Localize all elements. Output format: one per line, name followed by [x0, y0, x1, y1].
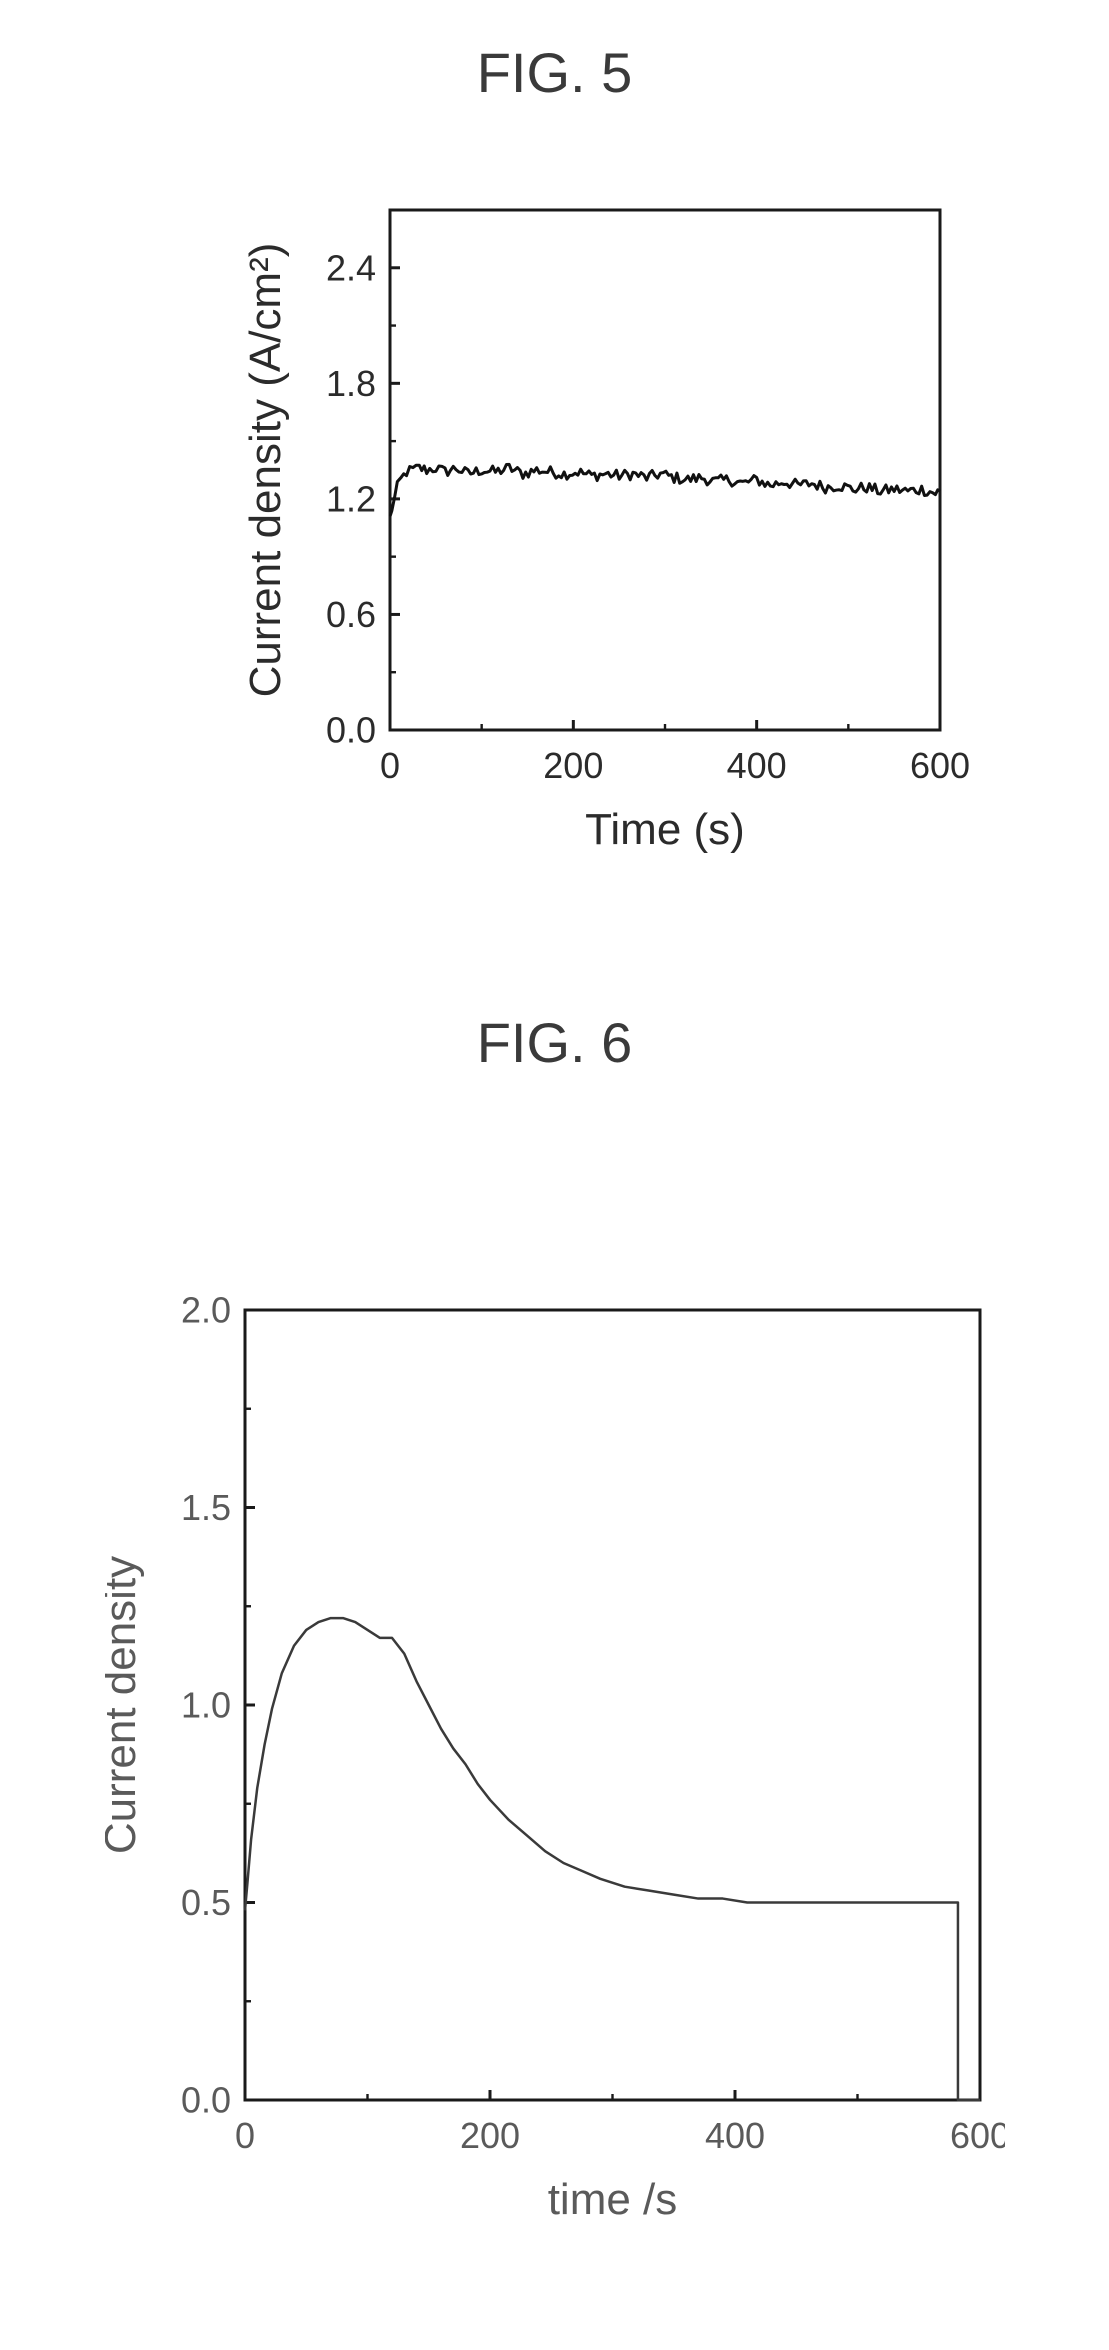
svg-text:600: 600	[910, 745, 970, 786]
svg-text:0: 0	[380, 745, 400, 786]
svg-text:Current density (A/cm²): Current density (A/cm²)	[241, 243, 290, 698]
fig5-chart: 0 200 400 600 0.0 0.6 1.2 1.8 2.4 Time (s) Current…	[210, 180, 970, 860]
fig6-svg: 0 200 400 600 0.0 0.5 1.0 1.5 2.0 time /s Current …	[105, 1280, 1005, 2240]
svg-text:time /s: time /s	[548, 2175, 678, 2224]
fig5-title: FIG. 5	[0, 40, 1109, 105]
svg-text:600: 600	[950, 2115, 1005, 2156]
svg-text:1.5: 1.5	[181, 1487, 231, 1528]
fig6-chart: 0 200 400 600 0.0 0.5 1.0 1.5 2.0 time /s Current …	[105, 1280, 1005, 2240]
svg-text:200: 200	[460, 2115, 520, 2156]
svg-text:2.0: 2.0	[181, 1290, 231, 1331]
page: FIG. 5 0 200 400 600 0.0 0.6 1.2 1.8 2.4 Time (s)…	[0, 0, 1109, 2350]
svg-text:Current density: Current density	[105, 1556, 145, 1854]
svg-text:0.6: 0.6	[326, 594, 376, 635]
fig5-svg: 0 200 400 600 0.0 0.6 1.2 1.8 2.4 Time (s) Current…	[210, 180, 970, 860]
svg-text:200: 200	[543, 745, 603, 786]
svg-text:0.5: 0.5	[181, 1882, 231, 1923]
svg-text:2.4: 2.4	[326, 247, 376, 288]
svg-text:400: 400	[727, 745, 787, 786]
svg-text:0.0: 0.0	[181, 2080, 231, 2121]
fig6-title: FIG. 6	[0, 1010, 1109, 1075]
svg-text:1.0: 1.0	[181, 1685, 231, 1726]
svg-text:Time (s): Time (s)	[585, 805, 745, 854]
svg-text:1.2: 1.2	[326, 478, 376, 519]
svg-text:1.8: 1.8	[326, 363, 376, 404]
svg-text:400: 400	[705, 2115, 765, 2156]
svg-text:0.0: 0.0	[326, 710, 376, 751]
svg-text:0: 0	[235, 2115, 255, 2156]
